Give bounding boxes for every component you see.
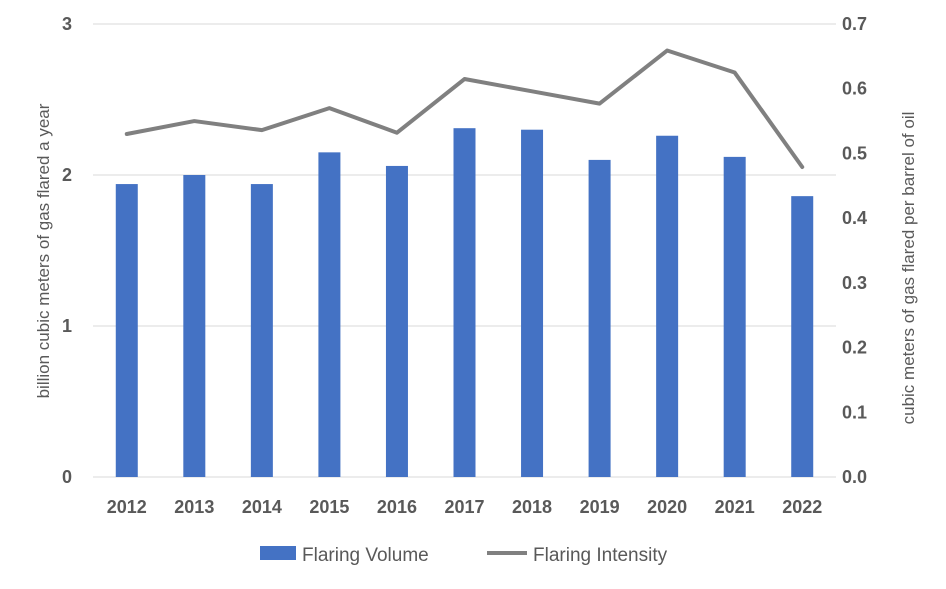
x-tick-label: 2014 <box>242 497 282 517</box>
bar-flaring-volume-2019 <box>588 159 611 477</box>
y2-tick-label: 0.6 <box>842 79 867 99</box>
category-axis-ticks: 2012 2013 2014 2015 2016 2017 2018 2019 2020 2021… <box>107 497 823 517</box>
y2-tick-label: 0.7 <box>842 14 867 34</box>
left-axis-title: billion cubic meters of gas flared a yea… <box>34 103 53 398</box>
bar-flaring-volume-2013 <box>183 175 206 477</box>
bar-flaring-volume-2012 <box>115 184 138 477</box>
legend-swatch-flaring-volume <box>260 546 296 560</box>
y2-tick-label: 0.5 <box>842 143 867 163</box>
left-axis-ticks: 0 1 2 3 <box>62 14 72 487</box>
x-tick-label: 2020 <box>647 497 687 517</box>
x-tick-label: 2017 <box>444 497 484 517</box>
x-tick-label: 2013 <box>174 497 214 517</box>
y-tick-label: 2 <box>62 165 72 185</box>
legend-label-flaring-volume: Flaring Volume <box>302 545 429 566</box>
bar-flaring-volume-2018 <box>521 129 544 477</box>
bar-flaring-volume-2016 <box>385 165 408 477</box>
y2-tick-label: 0.4 <box>842 208 867 228</box>
y-tick-label: 1 <box>62 316 72 336</box>
legend: Flaring Volume Flaring Intensity <box>260 545 668 566</box>
bar-flaring-volume-2020 <box>656 135 679 478</box>
x-tick-label: 2015 <box>309 497 349 517</box>
right-axis-ticks: 0.0 0.1 0.2 0.3 0.4 0.5 0.6 0.7 <box>842 14 867 487</box>
x-tick-label: 2019 <box>580 497 620 517</box>
legend-label-flaring-intensity: Flaring Intensity <box>533 545 668 566</box>
bar-flaring-volume-2021 <box>723 156 746 477</box>
y-tick-label: 0 <box>62 467 72 487</box>
bar-flaring-volume-2014 <box>250 184 273 477</box>
bar-series <box>115 128 814 478</box>
y2-tick-label: 0.0 <box>842 467 867 487</box>
x-tick-label: 2016 <box>377 497 417 517</box>
y2-tick-label: 0.1 <box>842 402 867 422</box>
x-tick-label: 2022 <box>782 497 822 517</box>
y2-tick-label: 0.2 <box>842 338 867 358</box>
x-tick-label: 2021 <box>715 497 755 517</box>
bar-flaring-volume-2015 <box>318 152 341 477</box>
line-series <box>124 48 805 170</box>
x-tick-label: 2012 <box>107 497 147 517</box>
bar-flaring-volume-2017 <box>453 128 476 477</box>
x-tick-label: 2018 <box>512 497 552 517</box>
bar-flaring-volume-2022 <box>791 196 814 477</box>
right-axis-title: cubic meters of gas flared per barrel of… <box>899 112 918 425</box>
y-tick-label: 3 <box>62 14 72 34</box>
y2-tick-label: 0.3 <box>842 273 867 293</box>
